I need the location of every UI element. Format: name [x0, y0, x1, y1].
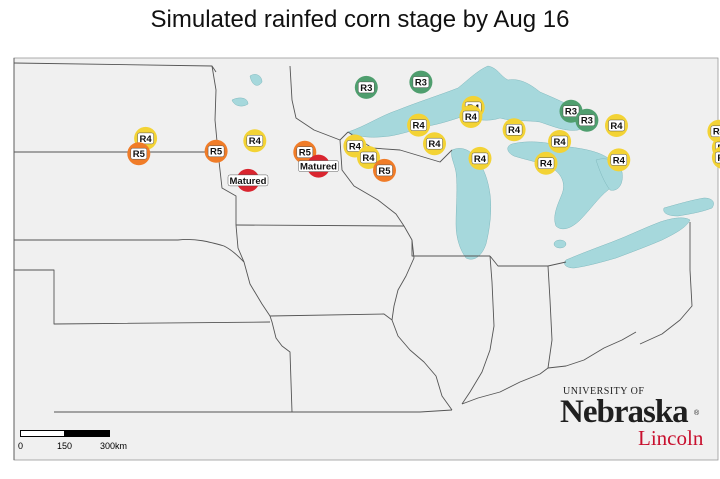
scale-bar-white-segment [20, 430, 65, 437]
marker-label-box [610, 154, 627, 166]
marker-label: Matured [230, 176, 267, 187]
stage-marker-r4: R4 [459, 105, 483, 128]
marker-label-box [298, 160, 339, 172]
stage-marker-r3: R3 [354, 75, 378, 99]
scale-tick-150: 150 [57, 441, 73, 451]
stage-marker-r4: R4 [423, 132, 446, 156]
university-logo: UNIVERSITY OF Nebraska ® Lincoln [556, 382, 716, 462]
marker-label: Matured [300, 162, 337, 173]
stage-marker-r3: R3 [409, 70, 433, 94]
marker-label: R4 [249, 136, 262, 147]
marker-label: R3 [415, 78, 427, 89]
stage-marker-r4: R4 [468, 146, 492, 170]
state-borders [13, 58, 693, 460]
stage-marker-r4: R4 [134, 126, 158, 150]
stage-marker-r5: R5 [373, 158, 396, 182]
stage-marker-r4: R4 [243, 129, 267, 153]
marker-label: R4 [413, 121, 426, 132]
marker-label: R4 [554, 137, 567, 148]
marker-label: R4 [713, 127, 720, 138]
logo-university-text: UNIVERSITY OF [563, 386, 645, 397]
marker-label: R3 [360, 83, 372, 94]
marker-label-box [715, 151, 720, 164]
marker-label-box [137, 132, 154, 145]
marker-label: R5 [210, 147, 223, 158]
scale-tick-300: 300km [100, 441, 128, 451]
marker-label-box [346, 140, 364, 152]
stage-marker-r3: R3 [575, 108, 599, 132]
marker-label-box [578, 114, 596, 127]
stage-marker-r5: R5 [204, 139, 228, 163]
map-title: Simulated rainfed corn stage by Aug 16 [150, 6, 570, 33]
marker-label-box [471, 152, 489, 165]
marker-label: R4 [140, 134, 153, 145]
marker-label-box [358, 81, 375, 94]
marker-label: R4 [362, 153, 375, 164]
marker-label: R3 [565, 107, 577, 118]
logo-campus-text: Lincoln [638, 426, 704, 450]
marker-label: R4 [613, 155, 626, 166]
marker-label: R4 [540, 159, 553, 170]
great-lakes [231, 65, 714, 269]
stage-marker-matured: Matured [227, 168, 269, 192]
logo-registered-mark: ® [694, 410, 700, 417]
stage-marker-r4: R4 [607, 148, 631, 172]
stage-marker-r4: R4 [407, 113, 431, 137]
marker-label-box [537, 157, 555, 169]
marker-label: R4 [610, 121, 623, 132]
marker-label-box [207, 145, 225, 158]
marker-label-box [462, 110, 480, 123]
marker-label: R5 [378, 166, 391, 177]
marker-label: R3 [581, 116, 593, 127]
stage-marker-r4: R4 [711, 146, 720, 169]
marker-label: R5 [133, 149, 146, 160]
stage-markers: R3R3R4R3R4R3R4R4R4R4R4R4R4R4R5R5R5R4R4R4… [127, 70, 720, 192]
marker-label-box [551, 135, 568, 148]
marker-label: R4 [428, 139, 441, 150]
marker-label-box [360, 151, 377, 164]
scale-bar-black-segment [65, 430, 110, 437]
marker-label-box [608, 119, 625, 132]
stage-marker-r5: R5 [127, 142, 151, 166]
stage-marker-matured: Matured [298, 154, 339, 178]
marker-label-box [505, 124, 523, 136]
marker-label: R4 [465, 112, 478, 123]
scale-bar: 0 150 300km [18, 430, 130, 456]
stage-marker-r4: R4 [534, 151, 558, 175]
marker-label-box [410, 119, 427, 131]
marker-label: R4 [349, 141, 362, 152]
stage-marker-r4: R4 [357, 146, 380, 169]
marker-label: R4 [474, 154, 487, 165]
logo-name-text: Nebraska [560, 394, 689, 430]
stage-marker-r4: R4 [548, 130, 572, 153]
marker-label: R5 [299, 148, 312, 159]
marker-label-box [562, 105, 580, 117]
marker-label-box [376, 164, 393, 177]
stage-marker-r4: R4 [707, 119, 720, 143]
marker-label-box [227, 174, 269, 187]
stage-marker-r4: R4 [605, 114, 628, 137]
marker-label-box [296, 146, 313, 158]
scale-tick-0: 0 [18, 441, 24, 451]
marker-label-box [710, 125, 720, 137]
marker-label-box [412, 76, 430, 88]
marker-label-box [130, 147, 148, 160]
marker-label-box [246, 135, 264, 147]
stage-marker-r4: R4 [502, 118, 526, 142]
marker-label: R4 [508, 125, 521, 136]
marker-label: R4 [717, 153, 720, 164]
marker-label-box [426, 137, 443, 150]
